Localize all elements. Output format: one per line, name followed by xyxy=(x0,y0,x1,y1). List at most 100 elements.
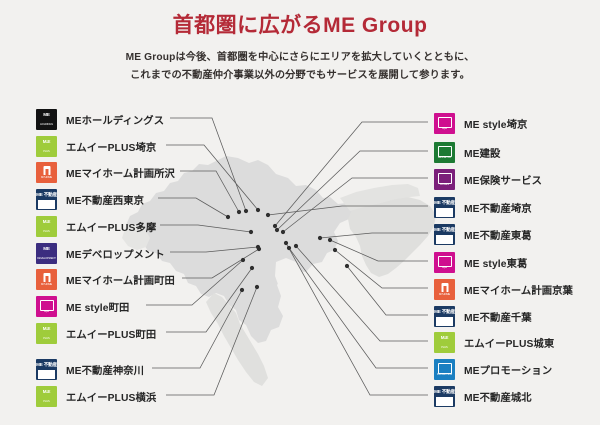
location-dot xyxy=(256,246,262,252)
connector-line xyxy=(182,248,260,279)
logo-mark-text: ME 不動産 xyxy=(434,226,455,232)
company-entry[interactable]: style ME style埼京 xyxy=(434,112,527,134)
house-glyph-icon xyxy=(441,282,448,292)
badge-glyph-icon xyxy=(437,116,452,128)
logo-band xyxy=(436,396,453,404)
logo-sub-text: PROMOTION xyxy=(436,373,453,377)
me-plus-yokohama-logo: M.E PLUS xyxy=(36,385,57,407)
connector-line xyxy=(319,232,428,239)
company-name-label: エムイーPLUS多摩 xyxy=(66,222,157,234)
company-entry[interactable]: MYHOME MEマイホーム計画所沢 xyxy=(36,161,175,183)
company-entry[interactable]: MYHOME MEマイホーム計画京葉 xyxy=(434,278,573,300)
connector-line xyxy=(346,265,428,316)
logo-mark-text: ME 不動産 xyxy=(36,361,57,367)
logo-sub-text: DEVELOPMENT xyxy=(37,257,56,261)
company-entry[interactable]: PROMOTION MEプロモーション xyxy=(434,358,552,380)
company-name-label: ME不動産千葉 xyxy=(464,312,532,324)
company-entry[interactable]: M.E PLUS エムイーPLUS城東 xyxy=(434,331,554,353)
logo-sub-text: PLUS xyxy=(43,230,50,234)
logo-strip xyxy=(436,404,453,406)
location-dot xyxy=(272,223,278,229)
logo-mark-text: M.E xyxy=(440,334,449,340)
connector-line xyxy=(166,267,253,333)
company-name-label: ME style東葛 xyxy=(464,258,528,270)
me-kensetsu-logo: KENSETSU xyxy=(434,141,455,163)
company-entry[interactable]: style ME style東葛 xyxy=(434,251,527,273)
logo-sub-text: style xyxy=(442,266,447,270)
logo-sub-text: KENSETSU xyxy=(437,156,452,160)
location-dot xyxy=(248,229,254,235)
logo-sub-text: style xyxy=(44,310,49,314)
company-name-label: ME不動産城北 xyxy=(464,392,532,404)
company-entry[interactable]: ME HOLDINGS MEホールディングス xyxy=(36,108,164,130)
company-entry[interactable]: M.E PLUS エムイーPLUS埼京 xyxy=(36,135,156,157)
logo-strip xyxy=(436,324,453,326)
company-entry[interactable]: ME 不動産 ME不動産千葉 xyxy=(434,305,532,327)
company-entry[interactable]: M.E PLUS エムイーPLUS横浜 xyxy=(36,385,156,407)
header: 首都圏に広がるME Group ME Groupは今後、首都圏を中心にさらにエリ… xyxy=(0,0,600,85)
logo-sub-text: MYHOME xyxy=(40,283,53,287)
location-dot xyxy=(255,207,261,213)
company-entry[interactable]: ME 不動産 ME不動産西東京 xyxy=(36,188,144,210)
me-holdings-logo: ME HOLDINGS xyxy=(36,108,57,130)
company-entry[interactable]: M.E PLUS エムイーPLUS町田 xyxy=(36,322,156,344)
logo-strip xyxy=(436,215,453,217)
logo-mark-text: ME 不動産 xyxy=(434,199,455,205)
location-dot xyxy=(280,229,286,235)
company-entry[interactable]: ME DEVELOPMENT MEデベロップメント xyxy=(36,242,165,264)
me-fudosan-tokatsu-logo: ME 不動産 xyxy=(434,223,455,245)
connector-line xyxy=(285,242,428,396)
company-entry[interactable]: ME 不動産 ME不動産埼京 xyxy=(434,196,532,218)
company-name-label: ME不動産埼京 xyxy=(464,203,532,215)
company-entry[interactable]: MYHOME MEマイホーム計画町田 xyxy=(36,268,175,290)
me-style-saikyo-logo: style xyxy=(434,112,455,134)
company-name-label: ME不動産神奈川 xyxy=(66,365,145,377)
company-entry[interactable]: ME 不動産 ME不動産城北 xyxy=(434,385,532,407)
me-plus-machida-logo: M.E PLUS xyxy=(36,322,57,344)
company-name-label: MEホールディングス xyxy=(66,115,165,127)
company-name-label: MEマイホーム計画京葉 xyxy=(464,285,573,297)
company-entry[interactable]: style ME style町田 xyxy=(36,295,129,317)
logo-sub-text: HOKEN xyxy=(440,183,449,187)
logo-sub-text: PLUS xyxy=(43,400,50,404)
connector-line xyxy=(267,205,428,216)
connector-line xyxy=(170,246,259,253)
company-entry[interactable]: ME 不動産 ME不動産神奈川 xyxy=(36,358,144,380)
logo-strip xyxy=(38,207,55,209)
me-plus-tama-logo: M.E PLUS xyxy=(36,215,57,237)
logo-sub-text: PLUS xyxy=(43,337,50,341)
map-region-tokyo-bay xyxy=(275,258,302,294)
page-subtitle: ME Groupは今後、首都圏を中心にさらにエリアを拡大していくとともに、 これ… xyxy=(0,38,600,85)
logo-mark-text: M.E xyxy=(42,388,51,394)
badge-glyph-icon xyxy=(437,145,452,157)
logo-band xyxy=(436,207,453,215)
logo-mark-text: M.E xyxy=(42,325,51,331)
connector-line xyxy=(158,197,229,218)
subtitle-line-2: これまでの不動産仲介事業以外の分野でもサービスを展開して参ります。 xyxy=(130,70,470,82)
logo-mark-text: ME 不動産 xyxy=(434,388,455,394)
company-entry[interactable]: KENSETSU ME建設 xyxy=(434,141,500,163)
connector-line xyxy=(170,117,247,212)
logo-mark-text: ME 不動産 xyxy=(36,191,57,197)
company-entry[interactable]: ME 不動産 ME不動産東葛 xyxy=(434,223,532,245)
location-dots xyxy=(225,207,350,293)
badge-glyph-icon xyxy=(437,255,452,267)
logo-strip xyxy=(436,242,453,244)
logo-sub-text: style xyxy=(442,127,447,131)
connector-line xyxy=(152,289,243,369)
connector-line xyxy=(166,286,258,396)
connector-line xyxy=(329,239,428,262)
me-plus-joto-logo: M.E PLUS xyxy=(434,331,455,353)
me-style-machida-logo: style xyxy=(36,295,57,317)
location-dot xyxy=(344,263,350,269)
company-entry[interactable]: M.E PLUS エムイーPLUS多摩 xyxy=(36,215,156,237)
logo-band xyxy=(38,199,55,207)
map-region-chiba xyxy=(348,197,436,277)
location-dot xyxy=(254,284,260,290)
company-entry[interactable]: HOKEN ME保険サービス xyxy=(434,168,542,190)
location-dot xyxy=(286,245,292,251)
location-dot xyxy=(243,208,249,214)
map-region-ibaraki xyxy=(340,184,420,211)
me-myhome-keiyo-logo: MYHOME xyxy=(434,278,455,300)
location-dot xyxy=(283,240,289,246)
